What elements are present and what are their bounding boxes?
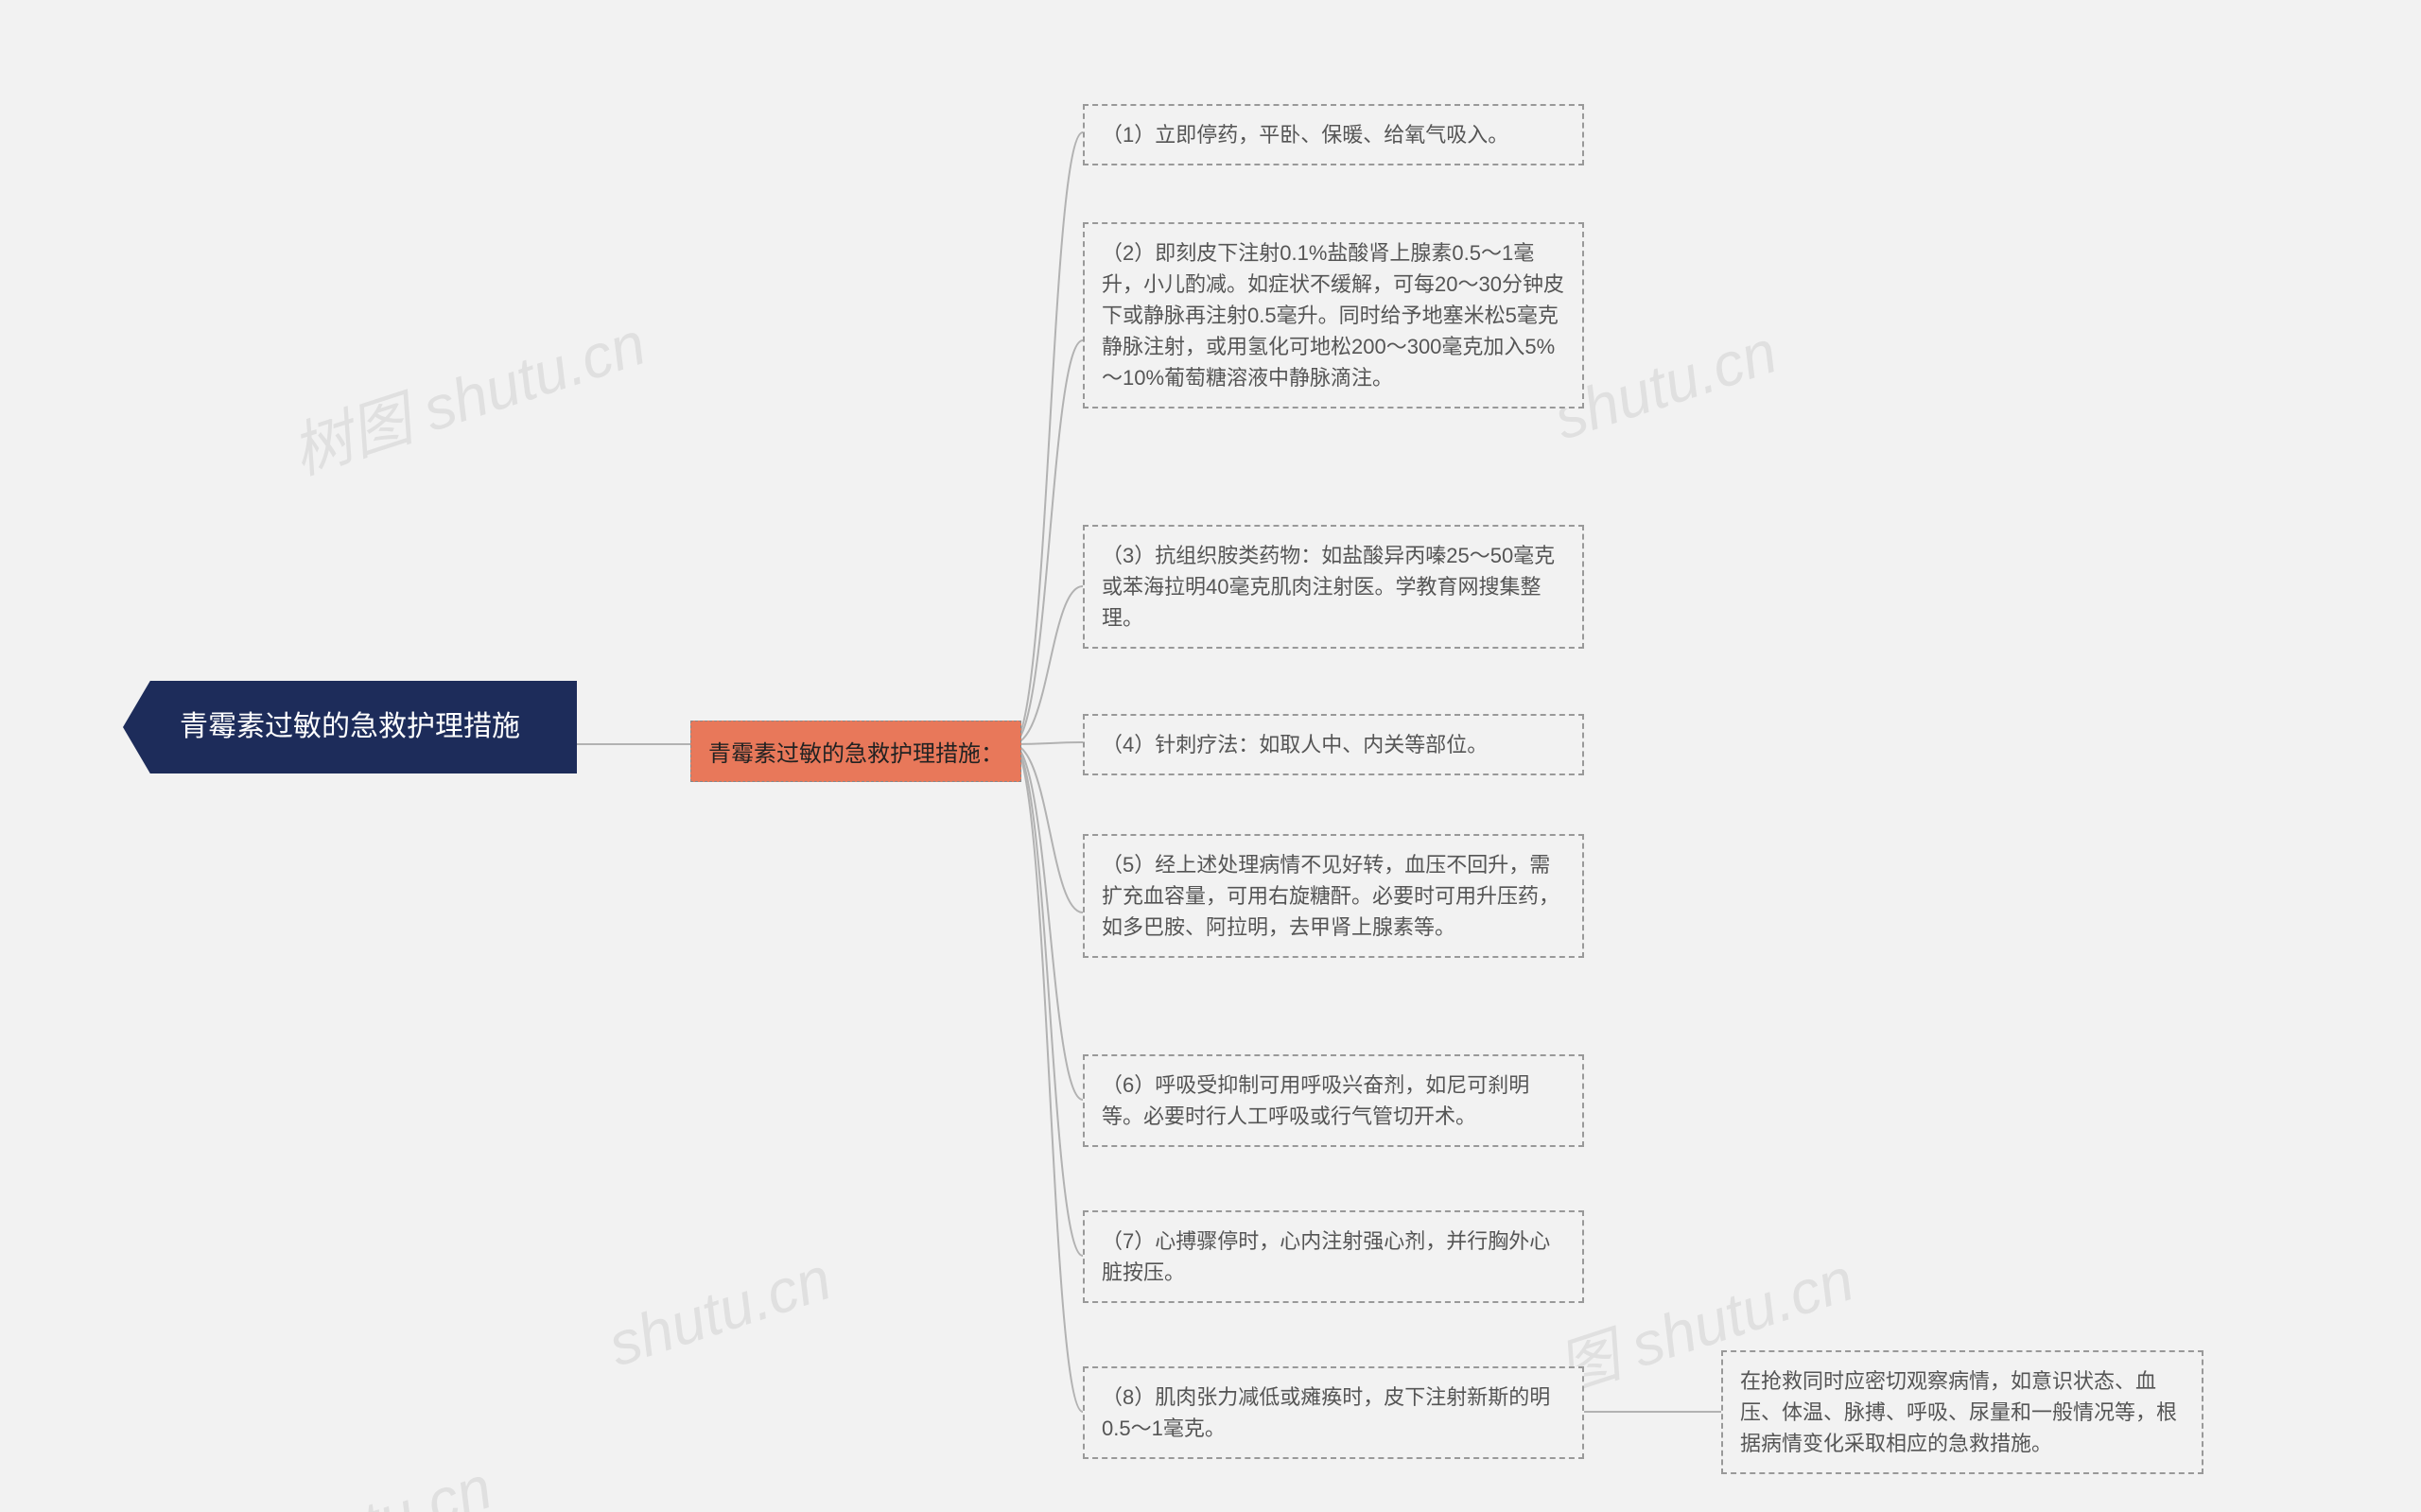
leaf-node-6[interactable]: （6）呼吸受抑制可用呼吸兴奋剂，如尼可刹明等。必要时行人工呼吸或行气管切开术。 (1083, 1054, 1584, 1147)
leaf-node-2[interactable]: （2）即刻皮下注射0.1%盐酸肾上腺素0.5～1毫升，小儿酌减。如症状不缓解，可… (1083, 222, 1584, 408)
watermark: shutu.cn (600, 1243, 839, 1380)
watermark: 图 shutu.cn (183, 1439, 501, 1512)
leaf-node-3[interactable]: （3）抗组织胺类药物：如盐酸异丙嗪25～50毫克或苯海拉明40毫克肌肉注射医。学… (1083, 525, 1584, 649)
leaf-node-4[interactable]: （4）针刺疗法：如取人中、内关等部位。 (1083, 714, 1584, 775)
watermark: 树图 shutu.cn (279, 295, 654, 491)
leaf-node-7[interactable]: （7）心搏骤停时，心内注射强心剂，并行胸外心脏按压。 (1083, 1210, 1584, 1303)
leaf-node-1[interactable]: （1）立即停药，平卧、保暖、给氧气吸入。 (1083, 104, 1584, 165)
leaf-node-8[interactable]: （8）肌肉张力减低或瘫痪时，皮下注射新斯的明0.5～1毫克。 (1083, 1366, 1584, 1459)
leaf-node-extra[interactable]: 在抢救同时应密切观察病情，如意识状态、血压、体温、脉搏、呼吸、尿量和一般情况等，… (1721, 1350, 2203, 1474)
sub-node[interactable]: 青霉素过敏的急救护理措施： (690, 721, 1021, 782)
mindmap-canvas: 树图 shutu.cn shutu.cn shutu.cn 图 shutu.cn… (0, 0, 2421, 1512)
leaf-node-5[interactable]: （5）经上述处理病情不见好转，血压不回升，需扩充血容量，可用右旋糖酐。必要时可用… (1083, 834, 1584, 958)
root-node[interactable]: 青霉素过敏的急救护理措施 (123, 681, 577, 773)
